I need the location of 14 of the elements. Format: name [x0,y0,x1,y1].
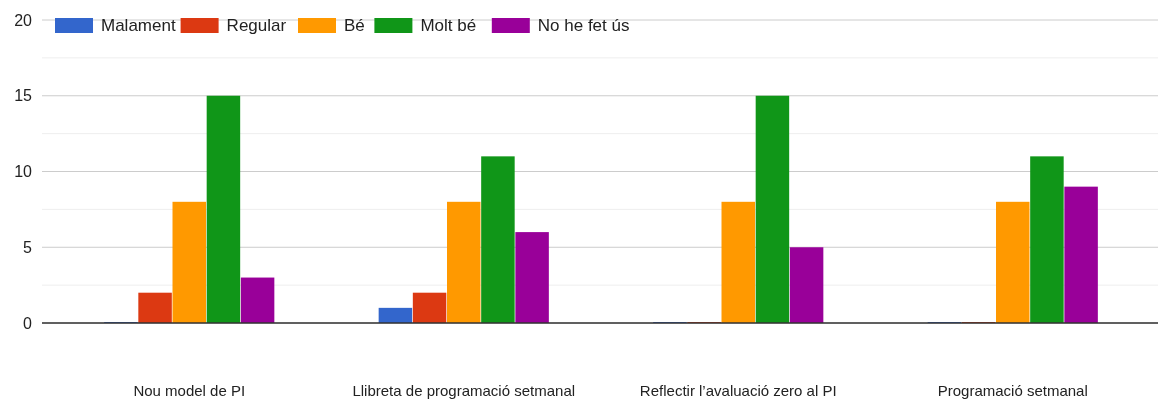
y-tick-label: 5 [23,238,33,256]
x-tick-label: Nou model de PI [133,382,246,399]
legend-label: No he fet ús [537,16,630,35]
y-tick-label: 20 [14,11,33,29]
legend-label: Regular [226,16,287,35]
y-tick-label: 10 [14,163,33,181]
legend-label: Molt bé [420,16,477,35]
x-tick-label: Reflectir l’avaluació zero al PI [639,382,837,399]
legend-label: Bé [344,16,365,35]
y-tick-label: 15 [14,87,33,105]
legend-label: Malament [101,16,176,35]
y-tick-label: 0 [23,314,33,332]
x-tick-label: Programació setmanal [937,382,1088,399]
x-tick-label: Llibreta de programació setmanal [352,382,576,399]
